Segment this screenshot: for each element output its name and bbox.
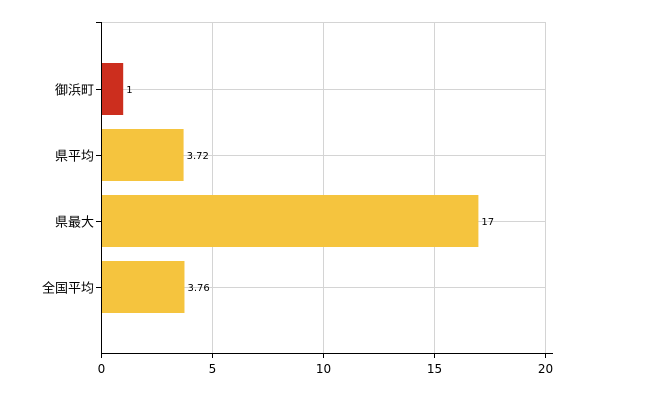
- data-label-2: 17: [481, 217, 494, 228]
- bar-1: [102, 129, 184, 181]
- data-label-0: 1: [126, 85, 132, 96]
- bar-3: [102, 261, 185, 313]
- data-label-3: 3.76: [187, 283, 209, 294]
- category-label-3: 全国平均: [42, 281, 94, 297]
- x-tick-label-2: 10: [316, 362, 331, 376]
- x-tick-label-1: 5: [209, 362, 217, 376]
- axes: [96, 22, 553, 358]
- bar-0: [102, 63, 124, 115]
- x-tick-label-3: 15: [427, 362, 442, 376]
- bars: [102, 63, 479, 313]
- category-label-0: 御浜町: [55, 84, 94, 99]
- category-label-2: 県最大: [55, 216, 94, 231]
- bar-2: [102, 195, 479, 247]
- data-label-1: 3.72: [187, 151, 209, 162]
- x-tick-label-4: 20: [538, 362, 553, 376]
- category-label-1: 県平均: [55, 150, 94, 165]
- x-tick-label-0: 0: [98, 362, 106, 376]
